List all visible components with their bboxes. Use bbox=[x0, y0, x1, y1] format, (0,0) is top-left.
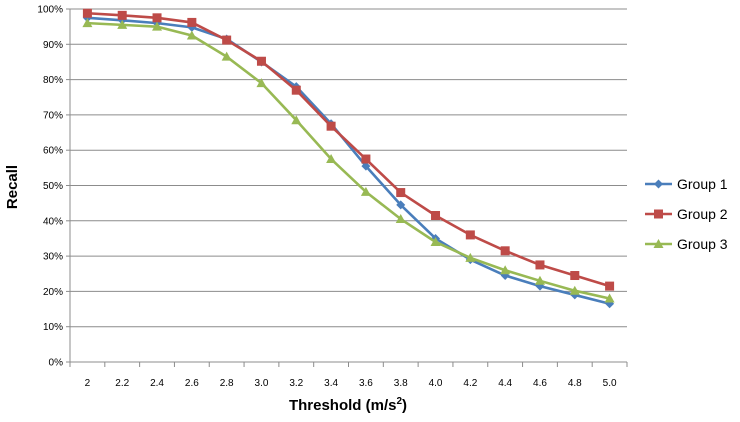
series-lines bbox=[82, 8, 615, 309]
y-tick-label: 0% bbox=[49, 358, 64, 369]
series-2-point bbox=[396, 188, 406, 198]
series-3-point bbox=[500, 265, 511, 275]
series-2-point bbox=[361, 154, 371, 164]
series-3-point bbox=[117, 19, 128, 29]
y-tick-label: 90% bbox=[43, 40, 63, 51]
legend-item-1-label: Group 1 bbox=[677, 176, 728, 192]
series-2-point bbox=[465, 230, 475, 240]
x-tick-label: 2 bbox=[85, 378, 91, 389]
series-2-point bbox=[570, 271, 580, 281]
series-3-point bbox=[360, 186, 371, 196]
x-tick-label: 3.2 bbox=[289, 378, 303, 389]
x-axis-title-superscript: 2 bbox=[396, 396, 402, 407]
legend: Group 1 Group 2 Group 3 bbox=[645, 176, 728, 252]
axes bbox=[66, 8, 628, 367]
series-1-point bbox=[396, 200, 406, 210]
x-tick-label: 2.4 bbox=[150, 378, 164, 389]
x-tick-label: 4.6 bbox=[533, 378, 547, 389]
x-tick-label: 3.0 bbox=[255, 378, 269, 389]
x-tick-label: 3.8 bbox=[394, 378, 408, 389]
series-2-point bbox=[117, 10, 127, 20]
x-axis-title-main: Threshold (m/s bbox=[289, 397, 397, 414]
series-3-point bbox=[430, 236, 441, 246]
series-2-point bbox=[605, 281, 615, 291]
series-2-point bbox=[222, 35, 232, 45]
series-1-point bbox=[361, 161, 371, 171]
series-3-point bbox=[152, 21, 163, 31]
legend-item-2-marker bbox=[654, 209, 663, 219]
series-3-point bbox=[465, 252, 476, 262]
x-tick-label: 4.2 bbox=[463, 378, 477, 389]
y-tick-label: 10% bbox=[43, 322, 63, 333]
y-tick-label: 70% bbox=[43, 110, 63, 121]
x-axis-title-close: ) bbox=[402, 397, 407, 414]
series-3-point bbox=[395, 214, 406, 224]
legend-item-2-label: Group 2 bbox=[677, 206, 728, 222]
x-tick-labels: 2 2.2 2.4 2.6 2.8 3.0 3.2 3.4 3.6 3.8 4.0 4.2 4.4 4.6… bbox=[85, 378, 617, 389]
series-2-point bbox=[535, 260, 545, 270]
series-3-point bbox=[326, 154, 337, 164]
y-tick-label: 40% bbox=[43, 216, 63, 227]
y-tick-label: 30% bbox=[43, 252, 63, 263]
series-3-point bbox=[569, 285, 580, 295]
series-2-line bbox=[87, 11, 610, 288]
x-tick-label: 2.8 bbox=[220, 378, 234, 389]
series-2-point bbox=[152, 13, 162, 23]
gridlines bbox=[70, 8, 627, 328]
x-tick-label: 3.6 bbox=[359, 378, 373, 389]
legend-item-3-label: Group 3 bbox=[677, 236, 728, 252]
series-3-point bbox=[82, 18, 93, 28]
y-tick-label: 60% bbox=[43, 146, 63, 157]
x-tick-label: 4.8 bbox=[568, 378, 582, 389]
x-tick-label: 4.0 bbox=[429, 378, 443, 389]
series-1-line bbox=[87, 16, 610, 306]
series-2-point bbox=[500, 246, 510, 256]
x-axis-title: Threshold (m/s2) bbox=[289, 396, 407, 414]
legend-item-1-marker bbox=[654, 179, 663, 189]
series-2-point bbox=[187, 17, 197, 27]
legend-item-3-marker bbox=[653, 239, 664, 248]
y-tick-labels: 0% 10% 20% 30% 40% 50% 60% 70% 80% 90% 100% bbox=[37, 5, 63, 369]
series-3-point bbox=[221, 51, 232, 61]
x-tick-label: 3.4 bbox=[324, 378, 338, 389]
y-tick-label: 100% bbox=[37, 5, 63, 16]
series-3-point bbox=[604, 293, 615, 303]
series-2-point bbox=[256, 56, 266, 66]
y-tick-label: 20% bbox=[43, 287, 63, 298]
series-2-point bbox=[431, 211, 441, 221]
series-3-point bbox=[291, 115, 302, 125]
x-tick-label: 2.2 bbox=[115, 378, 129, 389]
x-tick-label: 2.6 bbox=[185, 378, 199, 389]
series-3-point bbox=[186, 30, 197, 40]
series-2-point bbox=[82, 8, 92, 18]
series-2-point bbox=[326, 121, 336, 131]
series-3-line bbox=[87, 21, 610, 300]
y-tick-label: 50% bbox=[43, 181, 63, 192]
y-axis-title: Recall bbox=[4, 165, 21, 209]
series-2-point bbox=[291, 85, 301, 95]
series-1-point bbox=[82, 13, 92, 23]
x-tick-label: 4.4 bbox=[498, 378, 512, 389]
y-tick-label: 80% bbox=[43, 75, 63, 86]
series-3-point bbox=[534, 275, 545, 285]
x-tick-label: 5.0 bbox=[603, 378, 617, 389]
series-3-point bbox=[256, 78, 267, 88]
